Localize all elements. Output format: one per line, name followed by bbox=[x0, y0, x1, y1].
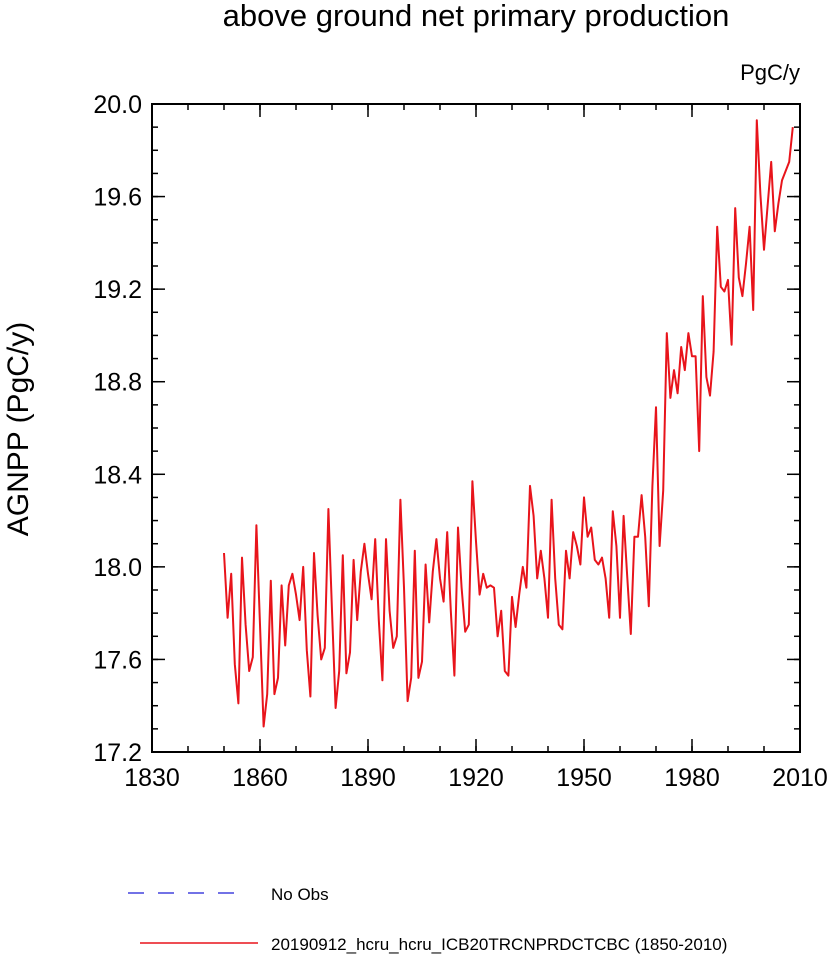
series-line-agnpp bbox=[223, 119, 794, 728]
plot-frame bbox=[151, 103, 801, 753]
units-label: PgC/y bbox=[740, 60, 800, 85]
y-tick-label: 18.8 bbox=[93, 369, 142, 397]
y-tick-label: 19.6 bbox=[93, 184, 142, 212]
axis-tick-labels: 1830 1860 1890 1920 1950 1980 2010 17.2 17.6 18.0… bbox=[93, 91, 827, 792]
legend-label-model: 20190912_hcru_hcru_ICB20TRCNPRDCTCBC (18… bbox=[271, 935, 727, 954]
y-tick-label: 19.2 bbox=[93, 276, 142, 304]
x-tick-label: 2010 bbox=[772, 764, 828, 792]
legend-label-no-obs: No Obs bbox=[271, 885, 329, 904]
y-tick-label: 17.6 bbox=[93, 646, 142, 674]
x-tick-label: 1980 bbox=[664, 764, 720, 792]
x-tick-label: 1920 bbox=[448, 764, 504, 792]
y-tick-label: 18.4 bbox=[93, 461, 142, 489]
y-tick-label: 20.0 bbox=[93, 91, 142, 119]
x-tick-label: 1950 bbox=[556, 764, 612, 792]
chart-title: above ground net primary production bbox=[223, 0, 730, 33]
axis-ticks bbox=[151, 103, 801, 753]
y-tick-label: 17.2 bbox=[93, 739, 142, 767]
x-tick-label: 1830 bbox=[124, 764, 180, 792]
x-tick-label: 1860 bbox=[232, 764, 288, 792]
x-tick-label: 1890 bbox=[340, 764, 396, 792]
y-tick-label: 18.0 bbox=[93, 554, 142, 582]
y-axis-label: AGNPP (PgC/y) bbox=[2, 322, 35, 537]
legend: No Obs 20190912_hcru_hcru_ICB20TRCNPRDCT… bbox=[128, 885, 727, 954]
